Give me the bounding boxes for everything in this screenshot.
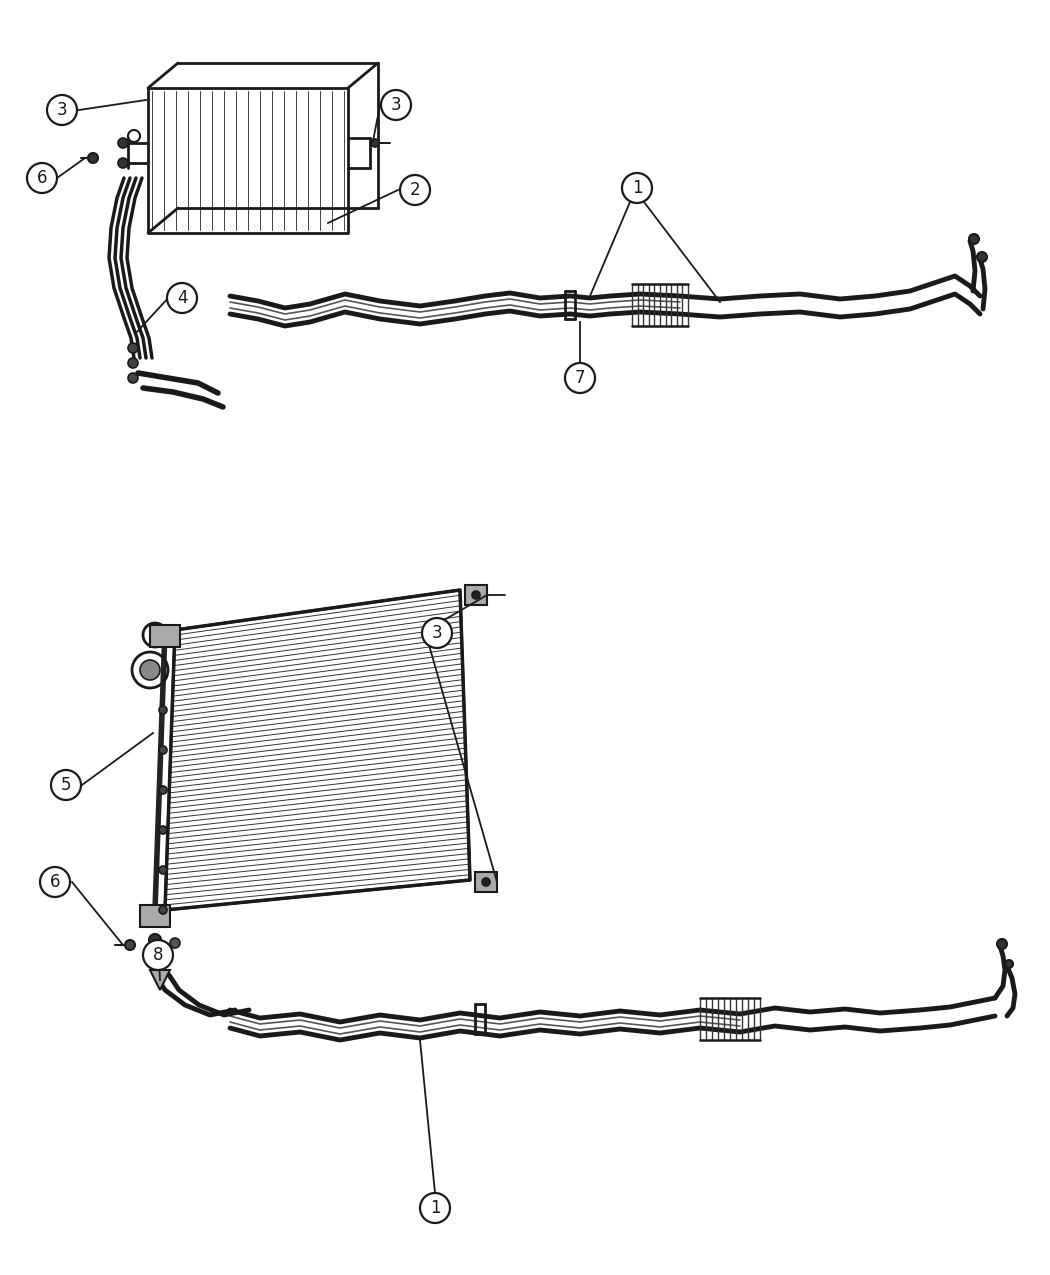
Text: 5: 5 (61, 776, 71, 794)
Circle shape (420, 1193, 450, 1223)
Circle shape (27, 163, 57, 193)
Text: 1: 1 (429, 1198, 440, 1218)
Circle shape (143, 940, 173, 970)
Text: 8: 8 (152, 946, 163, 964)
Text: 3: 3 (57, 101, 67, 119)
Circle shape (998, 938, 1007, 949)
Circle shape (128, 358, 138, 368)
Text: 4: 4 (176, 289, 187, 307)
Circle shape (170, 938, 180, 949)
Circle shape (565, 363, 595, 393)
Circle shape (976, 252, 987, 261)
Circle shape (159, 785, 167, 794)
Text: 7: 7 (574, 368, 585, 388)
Circle shape (88, 153, 98, 163)
Circle shape (381, 91, 411, 120)
Circle shape (159, 746, 167, 754)
Circle shape (159, 706, 167, 714)
Text: 3: 3 (432, 623, 442, 643)
Text: 6: 6 (37, 170, 47, 187)
Circle shape (118, 138, 128, 148)
Circle shape (40, 867, 70, 898)
Bar (140, 905, 170, 927)
Circle shape (118, 158, 128, 168)
Polygon shape (150, 970, 170, 989)
Text: 2: 2 (410, 181, 420, 199)
Circle shape (1005, 960, 1013, 968)
Text: 1: 1 (632, 179, 643, 198)
Circle shape (128, 374, 138, 382)
Circle shape (159, 826, 167, 834)
Circle shape (140, 660, 160, 680)
Circle shape (159, 866, 167, 873)
Circle shape (371, 139, 379, 147)
Circle shape (125, 940, 135, 950)
Bar (475, 872, 497, 892)
Circle shape (622, 173, 652, 203)
Circle shape (160, 950, 170, 960)
Text: 3: 3 (391, 96, 401, 113)
Bar (465, 585, 487, 606)
Circle shape (149, 935, 161, 946)
Text: 6: 6 (49, 873, 60, 891)
Bar (150, 625, 180, 646)
Circle shape (482, 878, 490, 886)
Circle shape (969, 235, 979, 244)
Circle shape (472, 592, 480, 599)
Circle shape (47, 96, 77, 125)
Circle shape (167, 283, 197, 312)
Circle shape (159, 907, 167, 914)
Circle shape (128, 343, 138, 353)
Circle shape (400, 175, 430, 205)
Circle shape (422, 618, 452, 648)
Circle shape (51, 770, 81, 799)
